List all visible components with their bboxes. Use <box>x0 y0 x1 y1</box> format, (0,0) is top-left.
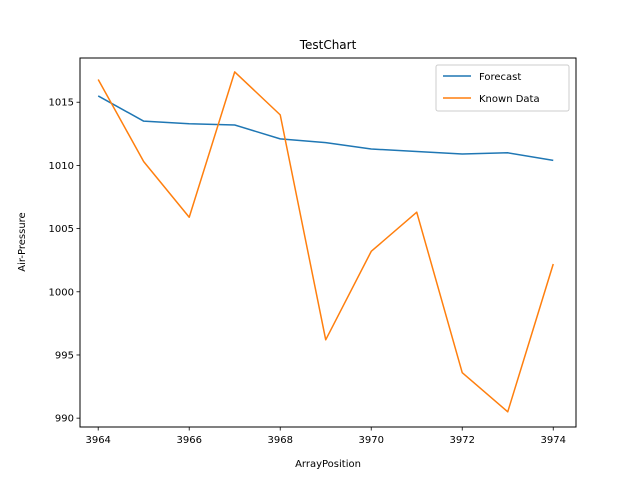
x-axis-label: ArrayPosition <box>295 459 361 470</box>
x-tick-label: 3968 <box>267 435 292 446</box>
series-line-forecast <box>97 95 554 162</box>
y-tick-label: 995 <box>55 350 74 361</box>
y-axis-label: Air-Pressure <box>17 212 28 271</box>
legend-label-forecast: Forecast <box>479 72 521 83</box>
y-tick-label: 1015 <box>49 98 74 109</box>
legend: Forecast Known Data <box>435 64 570 112</box>
series-line-known-data <box>97 71 554 413</box>
axes-frame <box>79 57 577 428</box>
y-tick-label: 990 <box>55 414 74 425</box>
chart-title: TestChart <box>299 38 357 52</box>
x-tick-label: 3974 <box>541 435 566 446</box>
y-tick-label: 1005 <box>49 224 74 235</box>
x-tick-label: 3970 <box>359 435 384 446</box>
x-tick-label: 3966 <box>176 435 201 446</box>
x-tick-label: 3972 <box>450 435 475 446</box>
y-tick-label: 1000 <box>49 287 74 298</box>
axis-ticks: 3964 3966 3968 3970 3972 3974 990 995 1000 1005 10… <box>49 98 566 446</box>
plot-area <box>97 71 554 413</box>
legend-label-known-data: Known Data <box>479 94 540 105</box>
x-tick-label: 3964 <box>85 435 110 446</box>
y-tick-label: 1010 <box>49 161 74 172</box>
